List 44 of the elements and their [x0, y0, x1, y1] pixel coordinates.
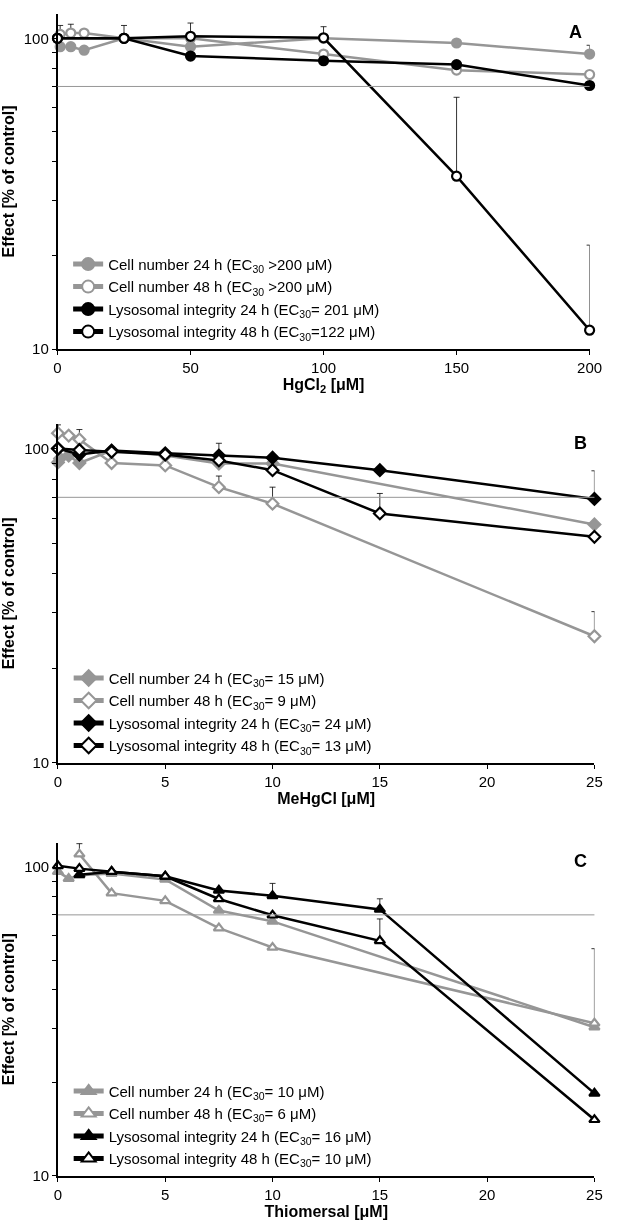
x-tick-label: 25 — [586, 772, 603, 790]
x-tick-label: 0 — [53, 358, 62, 376]
legend-label: Lysosomal integrity 48 h (EC$_{30}$= 13 μM) — [108, 737, 372, 757]
x-tick-label: 25 — [586, 1185, 603, 1203]
x-tick-label: 5 — [161, 1185, 170, 1203]
x-tick-label: 0 — [53, 1185, 63, 1203]
x-axis-title: MeHgCl [μM] — [277, 789, 376, 807]
x-tick-label: 10 — [264, 1185, 281, 1203]
x-tick-label: 5 — [161, 772, 170, 790]
legend-label: Lysosomal integrity 24 h (EC$_{30}$= 201 μM) — [108, 300, 380, 321]
x-tick-label: 0 — [53, 772, 63, 790]
x-tick-label: 50 — [182, 358, 199, 376]
y-tick-label: 100 — [24, 439, 50, 457]
legend-label: Cell number 48 h (EC$_{30}$= 6 μM) — [108, 1105, 317, 1125]
y-tick-label: 10 — [32, 1167, 50, 1185]
legend-label: Cell number 24 h (EC$_{30}$= 10 μM) — [108, 1082, 325, 1102]
x-tick-label: 150 — [444, 358, 470, 376]
legend-label: Lysosomal integrity 48 h (EC$_{30}$=122 μM) — [108, 323, 376, 343]
legend-label: Cell number 48 h (EC$_{30}$ >200 μM) — [108, 278, 333, 298]
legend-label: Cell number 24 h (EC$_{30}$= 15 μM) — [108, 669, 325, 690]
x-axis-title: Thiomersal [μM] — [264, 1202, 388, 1220]
y-tick-label: 10 — [32, 754, 50, 772]
x-tick-label: 100 — [311, 358, 337, 376]
y-axis-title: Effect [% of control] — [0, 517, 17, 670]
x-tick-label: 15 — [371, 1185, 389, 1203]
y-tick-label: 10 — [32, 340, 49, 358]
text: C — [574, 851, 587, 871]
x-tick-label: 200 — [577, 358, 603, 376]
y-tick-label: 100 — [23, 29, 49, 47]
y-axis-title: Effect [% of control] — [0, 933, 17, 1086]
legend-label: Cell number 24 h (EC$_{30}$ >200 μM) — [108, 255, 333, 276]
legend-label: Lysosomal integrity 24 h (EC$_{30}$= 16 μM) — [108, 1127, 372, 1147]
x-axis-title: HgCl$_{2}$ [μM] — [282, 375, 365, 396]
text: A — [569, 22, 582, 42]
y-tick-label: 100 — [24, 858, 50, 876]
x-tick-label: 15 — [371, 772, 389, 790]
x-tick-label: 10 — [264, 772, 281, 790]
legend-label: Lysosomal integrity 48 h (EC$_{30}$= 10 μM) — [108, 1150, 372, 1170]
text: B — [574, 433, 587, 453]
y-axis-title: Effect [% of control] — [0, 105, 17, 258]
x-tick-label: 20 — [478, 772, 496, 790]
legend-label: Cell number 48 h (EC$_{30}$= 9 μM) — [108, 692, 317, 712]
x-tick-label: 20 — [478, 1185, 496, 1203]
legend-label: Lysosomal integrity 24 h (EC$_{30}$= 24 μM) — [108, 714, 372, 735]
